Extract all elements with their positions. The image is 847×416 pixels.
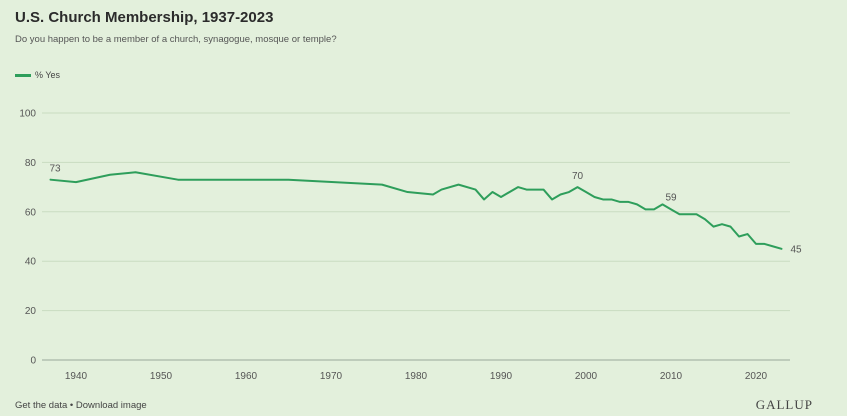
x-tick-label: 1950 bbox=[150, 371, 173, 382]
y-tick-label: 40 bbox=[25, 257, 37, 268]
x-tick-label: 2010 bbox=[660, 371, 683, 382]
chart-title: U.S. Church Membership, 1937-2023 bbox=[15, 9, 274, 26]
footer-separator: • bbox=[67, 400, 76, 411]
y-tick-label: 60 bbox=[25, 207, 37, 218]
footer-links: Get the data • Download image bbox=[15, 400, 147, 411]
data-label: 59 bbox=[665, 192, 677, 203]
y-tick-label: 80 bbox=[25, 158, 37, 169]
x-tick-label: 2000 bbox=[575, 371, 598, 382]
y-axis-ticks: 0 20 40 60 80 100 bbox=[19, 109, 36, 367]
data-label: 70 bbox=[572, 171, 584, 182]
x-tick-label: 1940 bbox=[65, 371, 88, 382]
x-tick-label: 1970 bbox=[320, 371, 343, 382]
series-layer bbox=[49, 171, 783, 250]
data-label: 73 bbox=[50, 164, 62, 175]
data-label: 45 bbox=[791, 244, 803, 255]
x-tick-label: 1960 bbox=[235, 371, 258, 382]
legend-label: % Yes bbox=[35, 70, 61, 80]
x-tick-label: 1980 bbox=[405, 371, 428, 382]
download-image-link[interactable]: Download image bbox=[75, 400, 147, 411]
x-tick-label: 1990 bbox=[490, 371, 513, 382]
x-axis-ticks: 1940 1950 1960 1970 1980 1990 2000 2010 2020 bbox=[65, 371, 768, 382]
gridlines bbox=[42, 112, 790, 361]
get-data-link[interactable]: Get the data bbox=[15, 400, 68, 411]
y-tick-label: 0 bbox=[30, 356, 36, 367]
x-tick-label: 2020 bbox=[745, 371, 768, 382]
legend: % Yes bbox=[15, 70, 60, 80]
series-line bbox=[49, 171, 783, 250]
y-tick-label: 100 bbox=[19, 109, 36, 120]
chart-subtitle: Do you happen to be a member of a church… bbox=[15, 34, 337, 45]
y-tick-label: 20 bbox=[25, 306, 37, 317]
gallup-logo: GALLUP bbox=[755, 397, 813, 412]
annotations: 73 70 59 45 bbox=[50, 164, 803, 256]
legend-swatch bbox=[15, 73, 31, 77]
